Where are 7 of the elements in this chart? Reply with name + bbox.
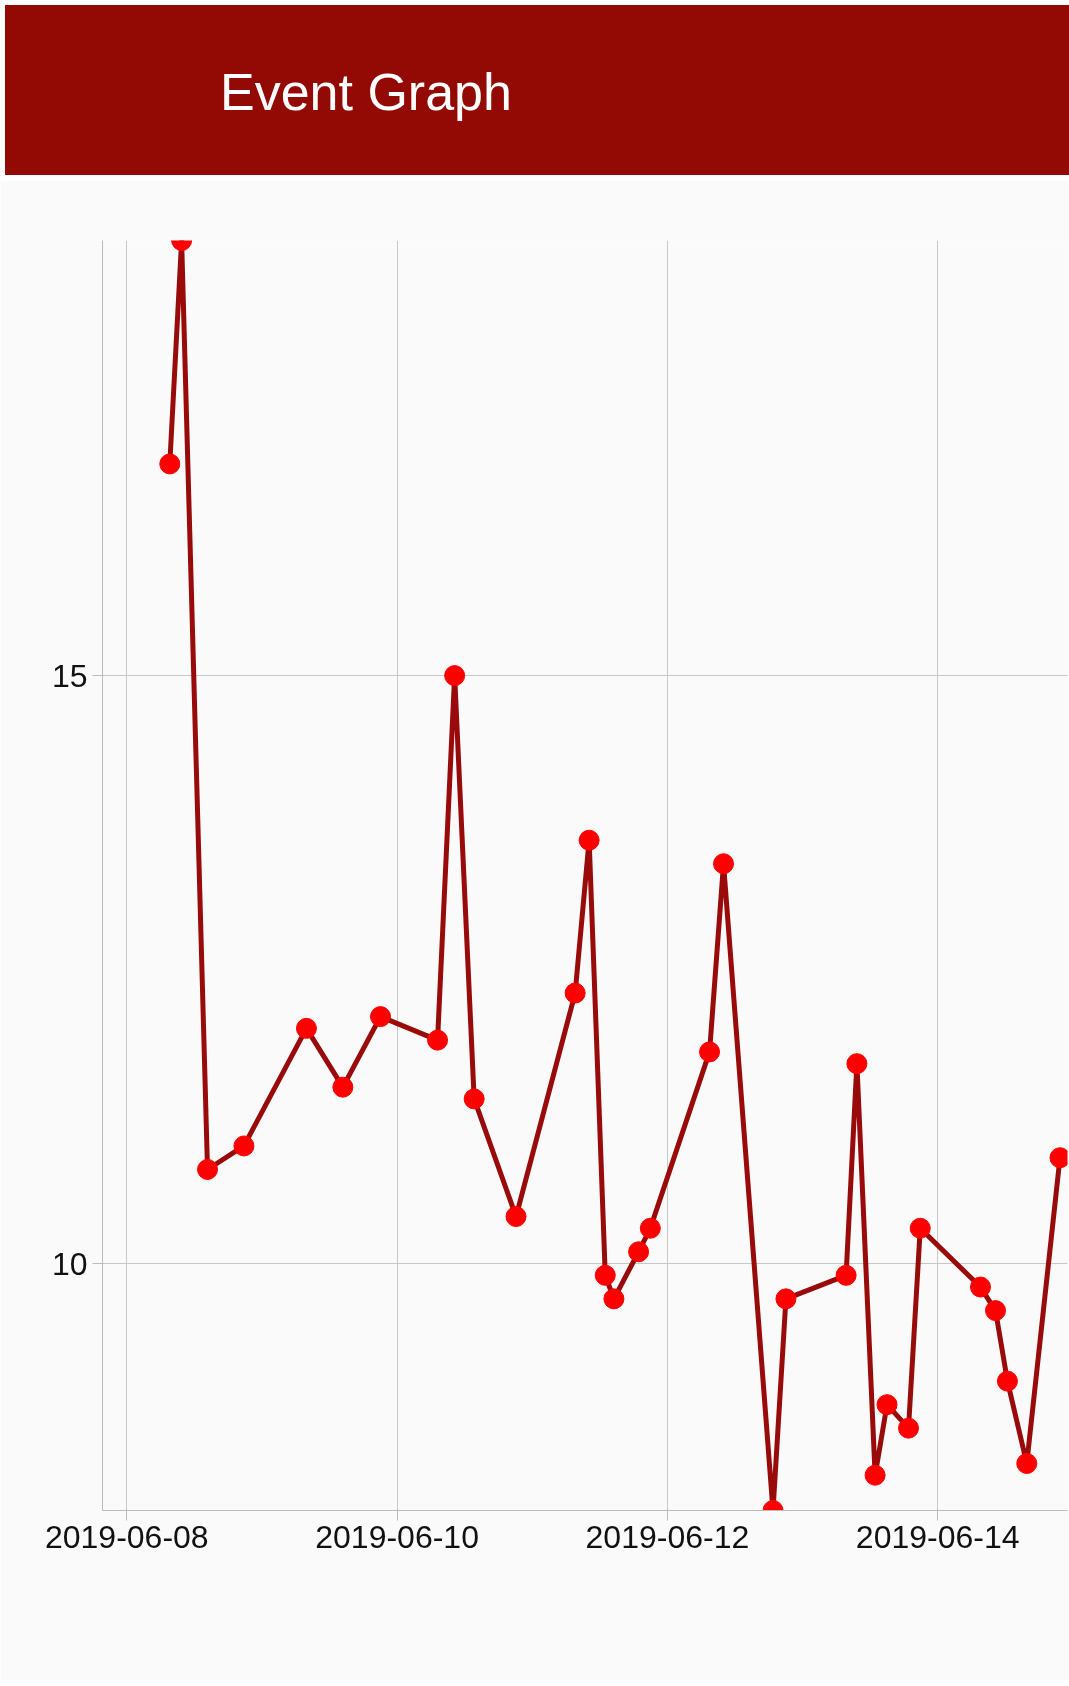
x-tick-label: 2019-06-08 <box>44 1518 209 1555</box>
x-tick-label: 2019-06-10 <box>315 1518 479 1555</box>
x-tick-label: 2019-06-14 <box>855 1518 1020 1555</box>
y-tick-label: 10 <box>51 1245 88 1282</box>
y-tick-label: 15 <box>51 657 88 694</box>
chart-title: Event Graph <box>220 62 512 123</box>
x-tick-label: 2019-06-12 <box>585 1518 750 1555</box>
